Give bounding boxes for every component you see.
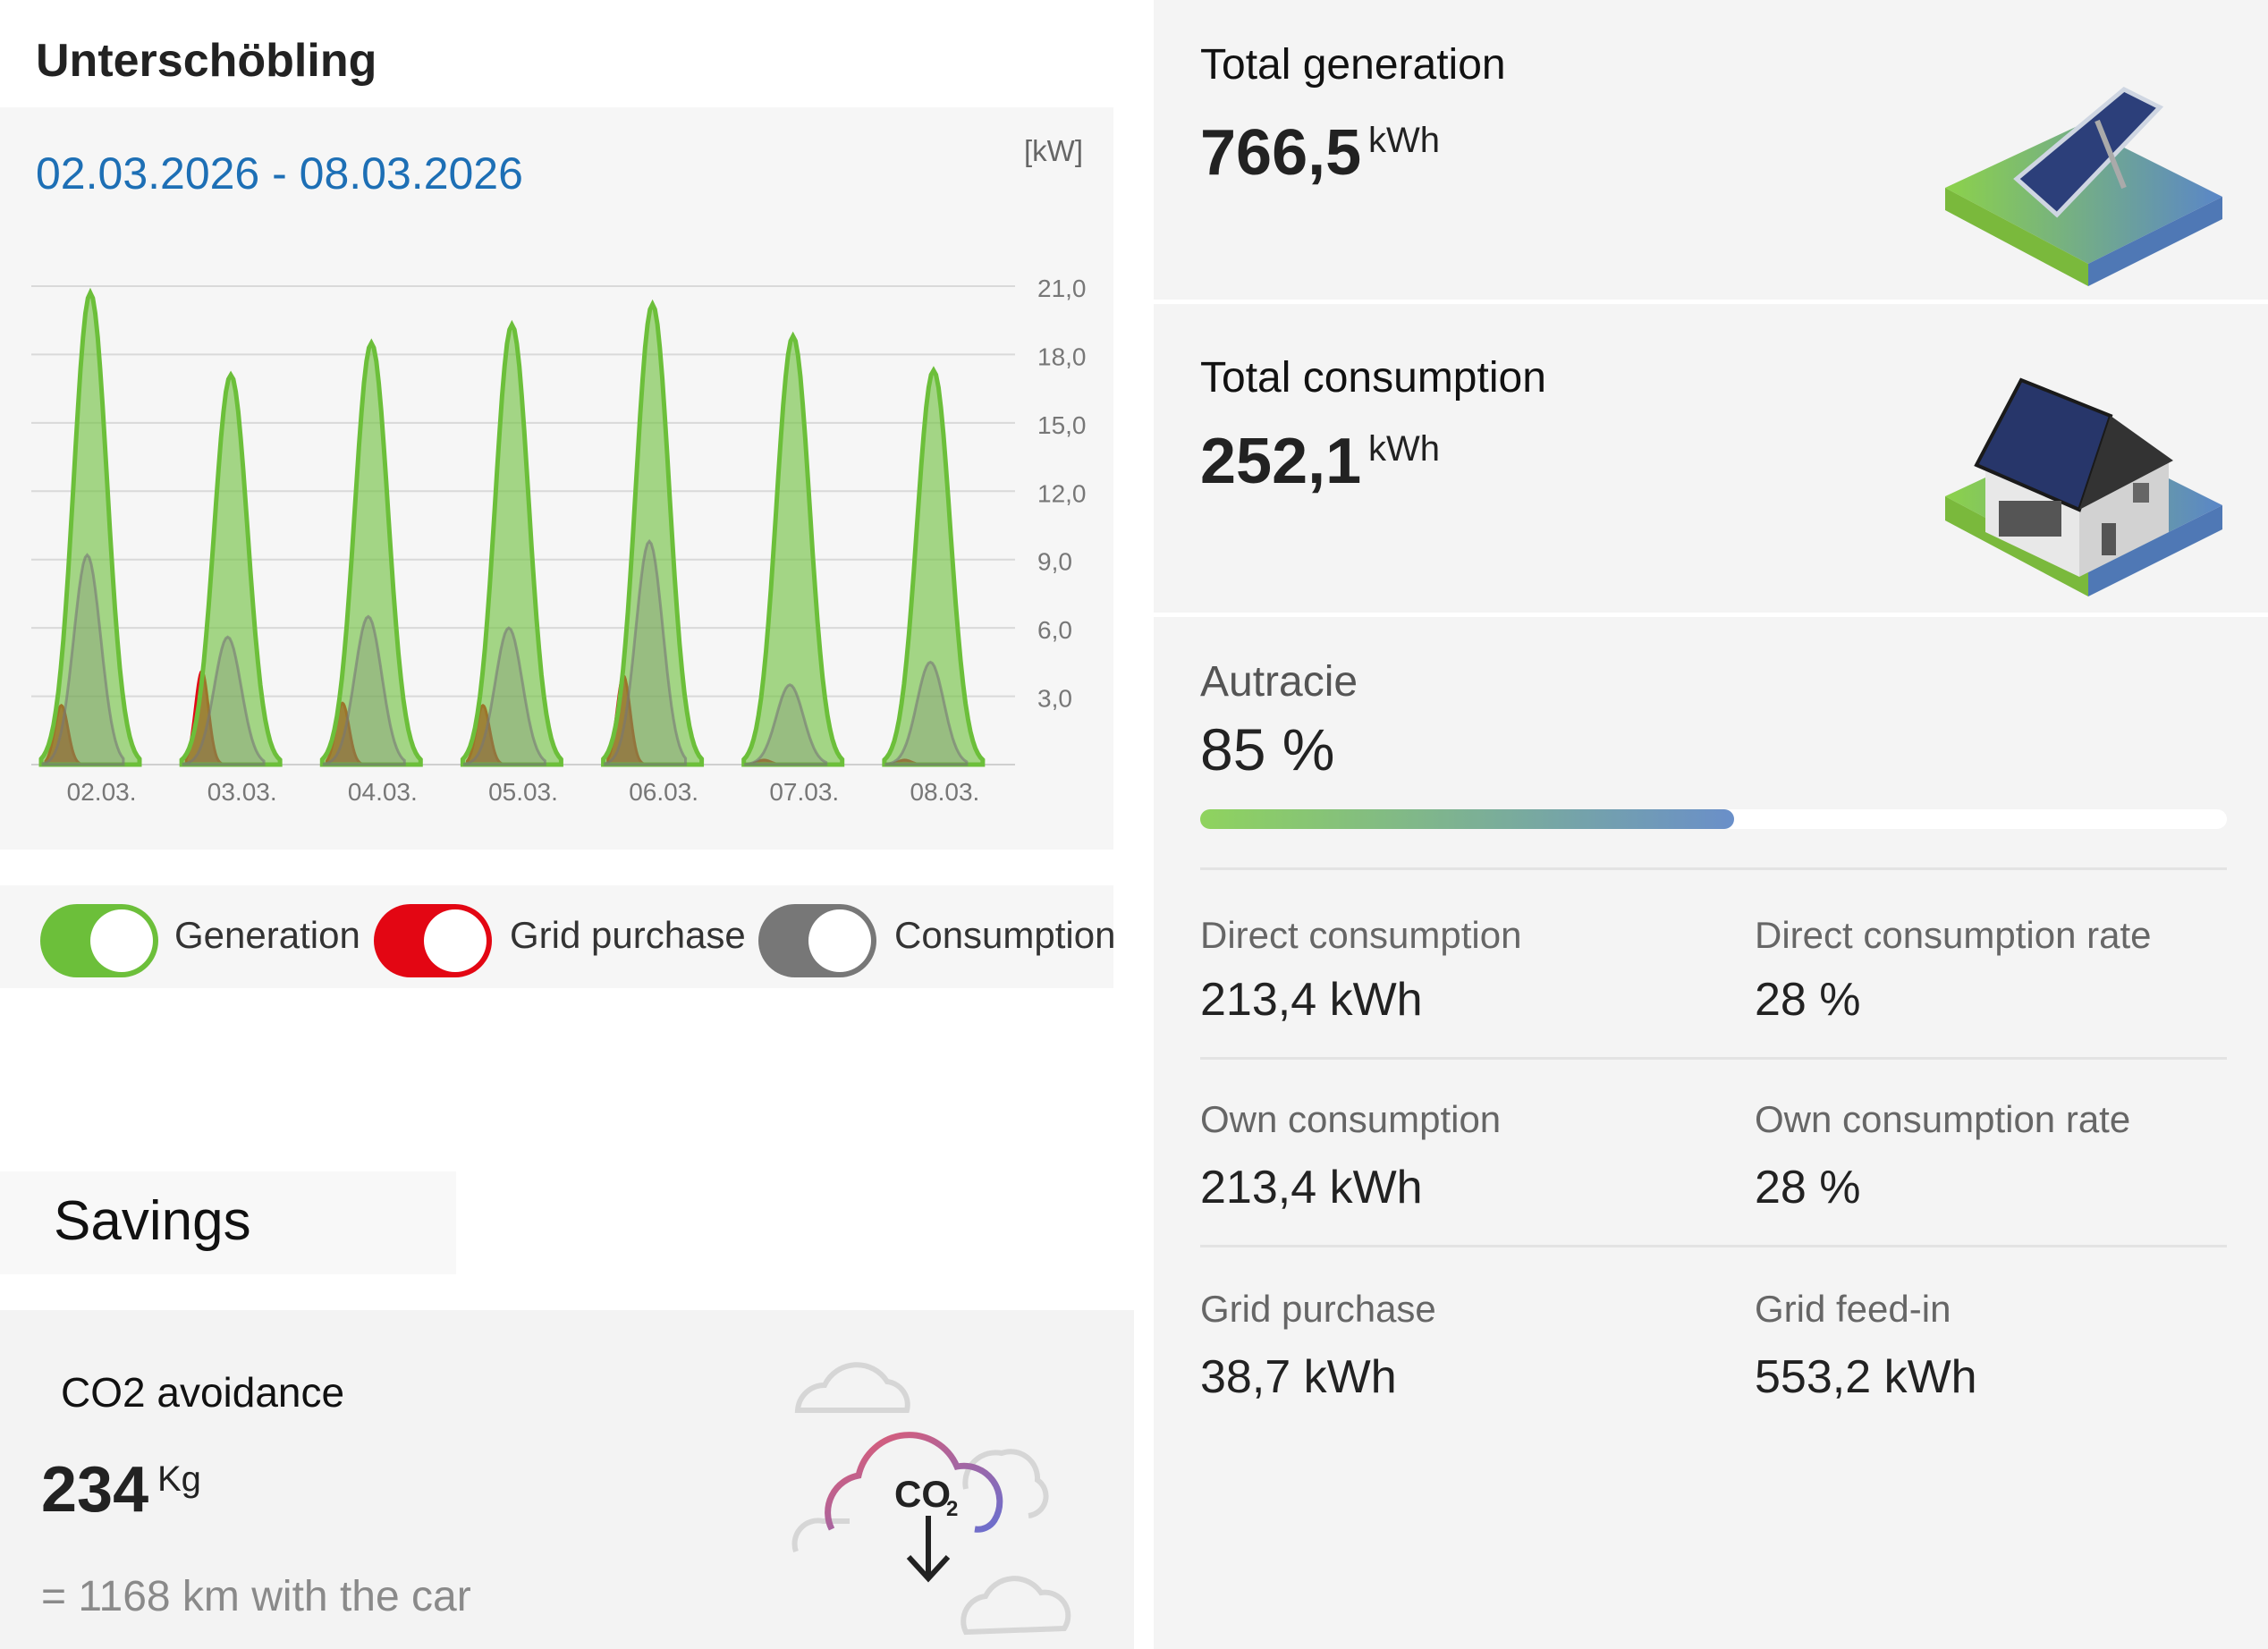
savings-title: Savings	[54, 1190, 251, 1252]
x-tick-label: 04.03.	[348, 778, 418, 806]
plant-name: Unterschöbling	[36, 35, 377, 87]
consumption-toggle[interactable]	[758, 904, 876, 977]
direct-consumption-rate-value: 28 %	[1755, 974, 1861, 1026]
toggle-knob	[808, 909, 871, 972]
total-generation-unit: kWh	[1368, 121, 1440, 160]
right-panel: Total generation 766,5 kWh Total consump…	[1154, 0, 2268, 1649]
autarky-card	[1154, 617, 2268, 1649]
consumption-area	[604, 538, 688, 766]
legend-row	[0, 885, 1113, 988]
generation-area	[882, 366, 986, 767]
own-consumption-rate-label: Own consumption rate	[1755, 1098, 2131, 1140]
autarky-title: Autracie	[1200, 658, 1358, 706]
co2-equivalent: = 1168 km with the car	[41, 1573, 471, 1620]
y-tick-label: 6,0	[1037, 616, 1072, 644]
y-tick-label: 9,0	[1037, 548, 1072, 576]
consumption-toggle-label: Consumption	[894, 914, 1116, 956]
total-generation-card[interactable]: Total generation 766,5 kWh	[1154, 0, 2268, 300]
grid-feed-in-value: 553,2 kWh	[1755, 1351, 1977, 1403]
co2-value: 234	[41, 1454, 149, 1526]
total-generation-title: Total generation	[1200, 41, 1506, 89]
toggle-knob	[424, 909, 487, 972]
divider	[1200, 1245, 2227, 1247]
x-tick-label: 07.03.	[769, 778, 839, 806]
total-consumption-unit: kWh	[1368, 429, 1440, 469]
y-tick-label: 12,0	[1037, 479, 1087, 507]
co2-cloud-icon: CO 2	[791, 1362, 1071, 1636]
divider	[1200, 867, 2227, 870]
consumption-area	[462, 626, 546, 766]
grid-purchase-label: Grid purchase	[1200, 1288, 1436, 1330]
own-consumption-label: Own consumption	[1200, 1098, 1502, 1140]
svg-text:2: 2	[946, 1497, 958, 1521]
power-chart: 21,0 18,0 15,0 12,0 9,0 6,0 3,0 02.03. 03.03. 04.…	[31, 275, 1087, 806]
generation-toggle[interactable]	[40, 904, 158, 977]
x-tick-label: 03.03.	[207, 778, 277, 806]
savings-header	[0, 1171, 456, 1274]
total-consumption-value: 252,1	[1200, 426, 1362, 497]
left-panel: Unterschöbling 02.03.2026 - 08.03.2026 […	[0, 35, 1134, 1649]
co2-unit: Kg	[157, 1459, 201, 1499]
direct-consumption-value: 213,4 kWh	[1200, 974, 1423, 1026]
grid-purchase-toggle-label: Grid purchase	[510, 914, 746, 956]
autarky-progress-bar	[1200, 809, 2227, 829]
generation-area	[38, 287, 142, 767]
y-tick-label: 18,0	[1037, 342, 1087, 370]
consumption-area	[884, 660, 969, 766]
direct-consumption-rate-label: Direct consumption rate	[1755, 914, 2152, 956]
generation-area	[460, 319, 563, 767]
total-consumption-title: Total consumption	[1200, 354, 1546, 402]
x-tick-label: 02.03.	[67, 778, 137, 806]
grid-purchase-value: 38,7 kWh	[1200, 1351, 1397, 1403]
own-consumption-value: 213,4 kWh	[1200, 1162, 1423, 1213]
generation-area	[179, 370, 283, 767]
generation-area	[741, 331, 845, 767]
toggle-knob	[90, 909, 153, 972]
x-tick-label: 08.03.	[910, 778, 979, 806]
generation-toggle-label: Generation	[174, 914, 360, 956]
generation-area	[319, 338, 423, 767]
grid-purchase-toggle[interactable]	[374, 904, 492, 977]
co2-title: CO2 avoidance	[61, 1369, 345, 1416]
y-tick-label: 21,0	[1037, 275, 1087, 302]
solar-panel-icon	[1945, 87, 2222, 286]
x-tick-label: 05.03.	[488, 778, 558, 806]
svg-text:CO: CO	[894, 1473, 951, 1515]
grid-feed-in-label: Grid feed-in	[1755, 1288, 1951, 1330]
house-icon	[1945, 377, 2222, 596]
y-tick-label: 15,0	[1037, 411, 1087, 439]
x-tick-label: 06.03.	[629, 778, 698, 806]
consumption-area	[322, 614, 406, 766]
own-consumption-rate-value: 28 %	[1755, 1162, 1861, 1213]
autarky-progress-fill	[1200, 809, 1735, 829]
co2-card	[0, 1310, 1134, 1649]
y-tick-label: 3,0	[1037, 685, 1072, 713]
total-consumption-card[interactable]: Total consumption 252,1 kWh	[1154, 304, 2268, 613]
generation-area	[601, 299, 705, 767]
divider	[1200, 1057, 2227, 1060]
chart-unit-label: [kW]	[1024, 134, 1083, 167]
consumption-area	[41, 553, 125, 766]
total-generation-value: 766,5	[1200, 117, 1362, 189]
direct-consumption-label: Direct consumption	[1200, 914, 1522, 956]
consumption-area	[182, 635, 266, 766]
date-range[interactable]: 02.03.2026 - 08.03.2026	[36, 148, 523, 199]
autarky-value: 85 %	[1200, 716, 1335, 782]
consumption-area	[744, 683, 828, 766]
